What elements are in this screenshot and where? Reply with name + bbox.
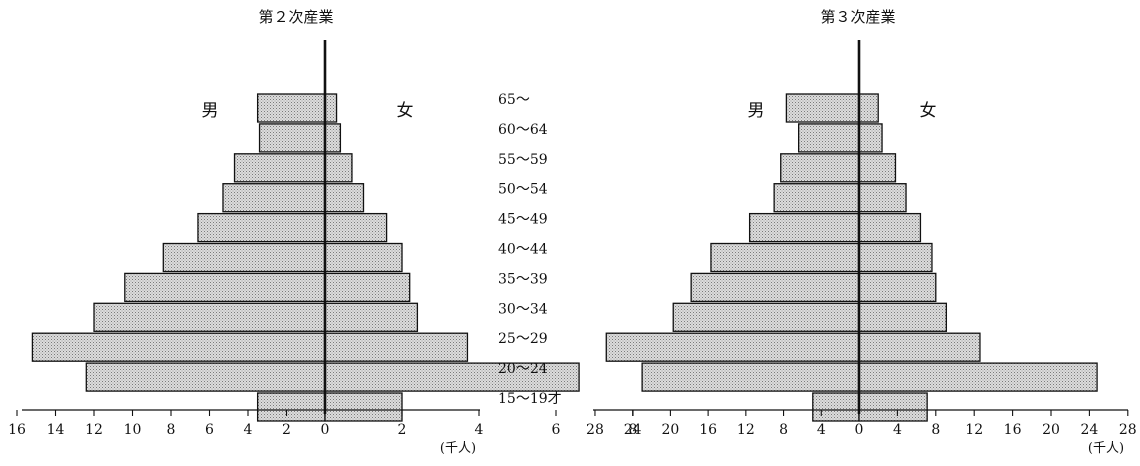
x-tick-label: 28 [586, 422, 604, 438]
x-tick-label: 4 [244, 422, 253, 438]
female-bar [858, 362, 1098, 392]
x-tick-label: 8 [779, 422, 788, 438]
male-bar [85, 362, 326, 392]
age-group-label: 25～29 [498, 331, 548, 347]
age-group-label: 20～24 [498, 361, 548, 377]
male-bar [672, 302, 860, 332]
female-bar [858, 392, 928, 422]
x-tick-label: 20 [1042, 422, 1060, 438]
male-bar [256, 93, 326, 123]
unit-label: (千人) [1088, 441, 1124, 456]
age-group-label: 15～19才 [498, 391, 562, 407]
male-bar [233, 153, 326, 183]
male-bar [641, 362, 860, 392]
female-bar [858, 212, 922, 243]
x-tick-label: 4 [893, 422, 902, 438]
male-bar [222, 183, 326, 213]
x-tick-label: 24 [1080, 422, 1098, 438]
male-bar [256, 392, 326, 422]
x-tick-label: 14 [47, 422, 65, 438]
male-bar [93, 302, 326, 332]
male-bar [690, 272, 860, 303]
female-bar [858, 93, 879, 123]
male-bar [797, 123, 860, 153]
x-tick-label: 8 [931, 422, 940, 438]
female-bar [324, 123, 342, 153]
female-bar [324, 272, 411, 303]
x-tick-label: 6 [552, 422, 561, 438]
x-tick-label: 8 [629, 422, 638, 438]
x-tick-label: 0 [321, 422, 330, 438]
female-bar [324, 212, 388, 243]
male-label: 男 [748, 101, 765, 121]
x-tick-label: 28 [1119, 422, 1137, 438]
male-bar [162, 242, 326, 273]
x-tick-label: 8 [167, 422, 176, 438]
male-bar [773, 183, 860, 213]
female-bar [324, 93, 338, 123]
male-bar [605, 332, 860, 362]
female-bar [858, 153, 897, 183]
female-label: 女 [920, 101, 937, 121]
male-bar [197, 212, 326, 243]
female-bar [324, 183, 365, 213]
x-tick-label: 10 [124, 422, 142, 438]
female-bar [858, 272, 937, 303]
x-tick-label: 0 [855, 422, 864, 438]
female-bar [858, 183, 907, 213]
x-tick-label: 2 [398, 422, 407, 438]
x-tick-label: 2 [282, 422, 291, 438]
female-bar [858, 332, 981, 362]
female-bar [324, 153, 353, 183]
male-bar [780, 153, 860, 183]
x-tick-label: 16 [1004, 422, 1022, 438]
male-bar [31, 332, 326, 362]
x-tick-label: 12 [737, 422, 755, 438]
age-group-label: 45～49 [498, 212, 548, 228]
x-tick-label: 20 [661, 422, 679, 438]
female-bar [324, 242, 403, 273]
male-bar [748, 212, 860, 243]
male-bar [812, 392, 860, 422]
male-bar [258, 123, 326, 153]
x-tick-label: 12 [85, 422, 103, 438]
female-bar [858, 123, 883, 153]
unit-label: (千人) [440, 441, 476, 456]
age-group-label: 55～59 [498, 152, 548, 168]
chart-title: 第３次産業 [820, 8, 895, 26]
male-bar [124, 272, 326, 303]
x-tick-label: 12 [965, 422, 983, 438]
female-bar [858, 242, 933, 273]
x-tick-label: 4 [817, 422, 826, 438]
female-label: 女 [397, 101, 414, 121]
male-bar [710, 242, 860, 273]
chart-title: 第２次産業 [258, 8, 333, 26]
x-tick-label: 16 [8, 422, 26, 438]
age-group-label: 35～39 [498, 271, 548, 287]
age-group-label: 60～64 [498, 122, 548, 138]
x-tick-label: 6 [205, 422, 214, 438]
female-bar [324, 332, 469, 362]
female-bar [324, 392, 403, 422]
age-group-label: 40～44 [498, 242, 548, 258]
male-label: 男 [202, 101, 219, 121]
x-tick-label: 24 [624, 422, 642, 438]
age-group-labels: 65～ 60～64 55～59 50～54 45～49 40～44 35～39 30～34 25… [498, 92, 562, 407]
age-group-label: 30～34 [498, 301, 548, 317]
age-group-label: 65～ [498, 92, 530, 108]
female-bar [858, 302, 948, 332]
x-tick-label: 4 [475, 422, 484, 438]
male-bar [785, 93, 860, 123]
female-bar [324, 302, 419, 332]
x-tick-label: 16 [699, 422, 717, 438]
age-group-label: 50～54 [498, 182, 548, 198]
